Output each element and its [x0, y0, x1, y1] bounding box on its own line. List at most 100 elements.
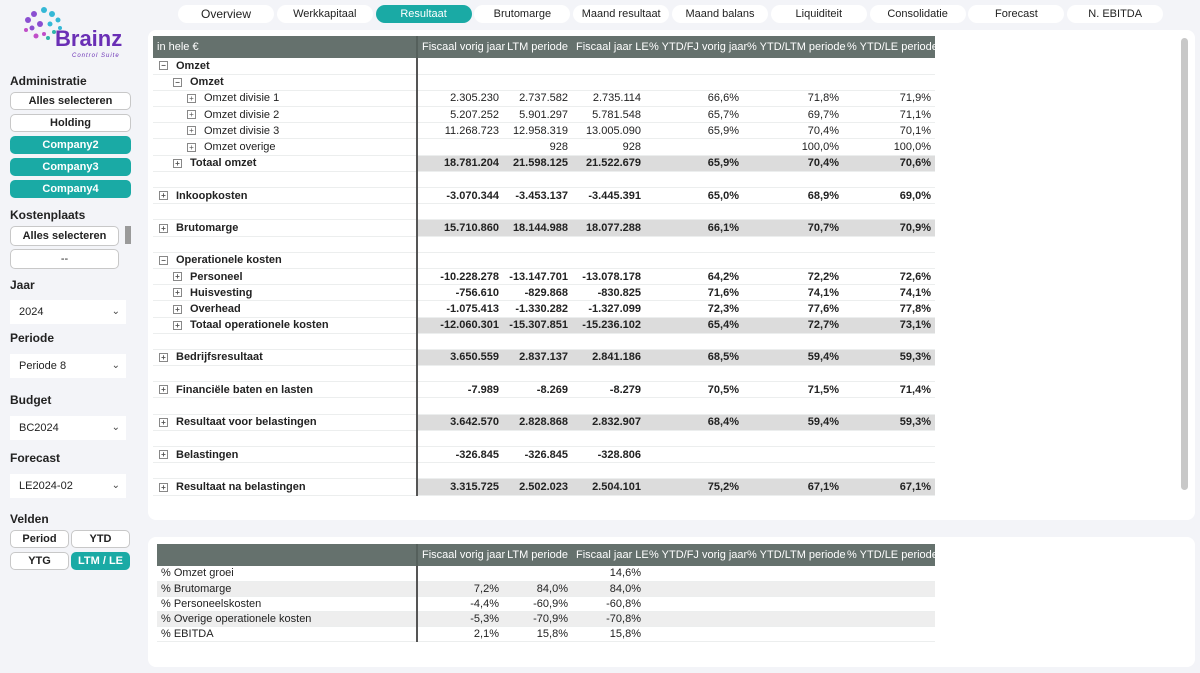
empty-cell [572, 430, 645, 448]
tab-brutomarge[interactable]: Brutomarge [474, 5, 571, 23]
value-cell: 71,9% [843, 90, 935, 108]
vertical-scrollbar[interactable] [1181, 38, 1188, 490]
value-cell: 70,7% [743, 219, 843, 237]
value-cell: -4,4% [417, 596, 503, 613]
expand-icon[interactable]: + [187, 94, 196, 104]
column-header[interactable] [157, 544, 418, 566]
expand-icon[interactable]: + [159, 450, 168, 460]
expand-icon[interactable]: + [159, 417, 168, 427]
tab-maand-balans[interactable]: Maand balans [672, 5, 768, 23]
expand-icon[interactable]: + [159, 353, 168, 363]
expand-icon[interactable]: + [173, 272, 182, 282]
value-cell [645, 566, 743, 582]
velden-label: Velden [10, 512, 49, 526]
value-cell: 2.502.023 [503, 478, 572, 496]
velden-ytd[interactable]: YTD [71, 530, 130, 548]
empty-cell [153, 333, 418, 350]
value-cell [743, 58, 843, 75]
spacer-row [153, 365, 935, 383]
value-cell [743, 566, 843, 582]
value-cell: 928 [572, 138, 645, 156]
value-cell [843, 581, 935, 597]
value-cell [645, 138, 743, 156]
row-label-text: Omzet [176, 59, 210, 72]
collapse-icon[interactable]: − [159, 255, 168, 265]
expand-icon[interactable]: + [159, 385, 168, 395]
column-header[interactable]: % YTD/LTM periode [743, 36, 846, 58]
tab-n-ebitda[interactable]: N. EBITDA [1067, 5, 1164, 23]
expand-icon[interactable]: + [173, 158, 182, 168]
administratie-item-alles-selecteren[interactable]: Alles selecteren [10, 92, 131, 110]
ratio-row: % Personeelskosten -4,4% -60,9% -60,8% [157, 596, 935, 613]
value-cell [743, 252, 843, 269]
empty-cell [503, 333, 572, 350]
collapse-icon[interactable]: − [159, 61, 168, 71]
kostenplaats-item[interactable]: -- [10, 249, 119, 269]
tab-consolidatie[interactable]: Consolidatie [869, 5, 966, 23]
budget-dropdown[interactable]: BC2024 ⌄ [10, 416, 126, 440]
expand-icon[interactable]: + [187, 126, 196, 136]
empty-cell [743, 171, 843, 189]
column-header[interactable]: Fiscaal vorig jaar [417, 544, 505, 566]
column-header[interactable]: LTM periode [503, 36, 572, 58]
kostenplaats-scrollbar[interactable] [125, 226, 131, 244]
value-cell: 21.598.125 [503, 155, 572, 172]
column-header[interactable]: Fiscaal jaar LE [572, 544, 649, 566]
expand-icon[interactable]: + [187, 110, 196, 120]
column-header[interactable]: LTM periode [503, 544, 572, 566]
value-cell: 71,8% [743, 90, 843, 108]
tab-resultaat[interactable]: Resultaat [375, 5, 472, 23]
header-row: Fiscaal vorig jaar LTM periode Fiscaal jaa… [157, 544, 938, 566]
column-header[interactable]: % YTD/LTM periode [743, 544, 846, 566]
expand-icon[interactable]: + [159, 482, 168, 492]
periode-dropdown[interactable]: Periode 8 ⌄ [10, 354, 126, 378]
velden-ytg[interactable]: YTG [10, 552, 69, 570]
velden-ltm-le[interactable]: LTM / LE [71, 552, 130, 570]
kostenplaats-select-all[interactable]: Alles selecteren [10, 226, 119, 246]
jaar-dropdown[interactable]: 2024 ⌄ [10, 300, 126, 324]
column-header[interactable]: % YTD/FJ vorig jaar [645, 544, 747, 566]
column-header[interactable]: Fiscaal vorig jaar [417, 36, 505, 58]
expand-icon[interactable]: + [173, 288, 182, 298]
expand-icon[interactable]: + [173, 320, 182, 330]
tab-liquiditeit[interactable]: Liquiditeit [770, 5, 867, 23]
expand-icon[interactable]: + [187, 142, 196, 152]
velden-period[interactable]: Period [10, 530, 69, 548]
expand-icon[interactable]: + [159, 223, 168, 233]
forecast-dropdown[interactable]: LE2024-02 ⌄ [10, 474, 126, 498]
empty-cell [743, 397, 843, 415]
column-header[interactable]: % YTD/LE periode [843, 544, 938, 566]
table-row: + Belastingen -326.845 -326.845 -328.806 [153, 446, 935, 464]
column-header[interactable]: % YTD/LE periode [843, 36, 938, 58]
tab-overview[interactable]: Overview [178, 5, 274, 23]
value-cell [645, 611, 743, 628]
column-header[interactable]: % YTD/FJ vorig jaar [645, 36, 747, 58]
administratie-item-holding[interactable]: Holding [10, 114, 131, 132]
value-cell: 66,1% [645, 219, 743, 237]
value-cell [645, 581, 743, 597]
administratie-item-company4[interactable]: Company4 [10, 180, 131, 198]
empty-cell [743, 203, 843, 221]
column-header[interactable]: in hele € [153, 36, 418, 58]
empty-cell [153, 236, 418, 253]
row-label: − Omzet [153, 58, 418, 75]
brain-logo-icon [24, 7, 62, 40]
collapse-icon[interactable]: − [173, 77, 182, 87]
column-header[interactable]: Fiscaal jaar LE [572, 36, 649, 58]
value-cell [645, 58, 743, 75]
administratie-item-company2[interactable]: Company2 [10, 136, 131, 154]
table-row: + Resultaat na belastingen 3.315.725 2.502.… [153, 478, 935, 496]
tab-werkkapitaal[interactable]: Werkkapitaal [276, 5, 373, 23]
row-label: + Omzet overige [153, 138, 418, 156]
row-label: + Omzet divisie 1 [153, 90, 418, 108]
value-cell: 59,3% [843, 349, 935, 367]
expand-icon[interactable]: + [173, 304, 182, 314]
tab-forecast[interactable]: Forecast [968, 5, 1065, 23]
value-cell [843, 446, 935, 464]
administratie-item-company3[interactable]: Company3 [10, 158, 131, 176]
value-cell [645, 252, 743, 269]
expand-icon[interactable]: + [159, 191, 168, 201]
tab-maand-resultaat[interactable]: Maand resultaat [573, 5, 670, 23]
row-label-text: Brutomarge [176, 221, 239, 234]
value-cell: 12.958.319 [503, 122, 572, 140]
